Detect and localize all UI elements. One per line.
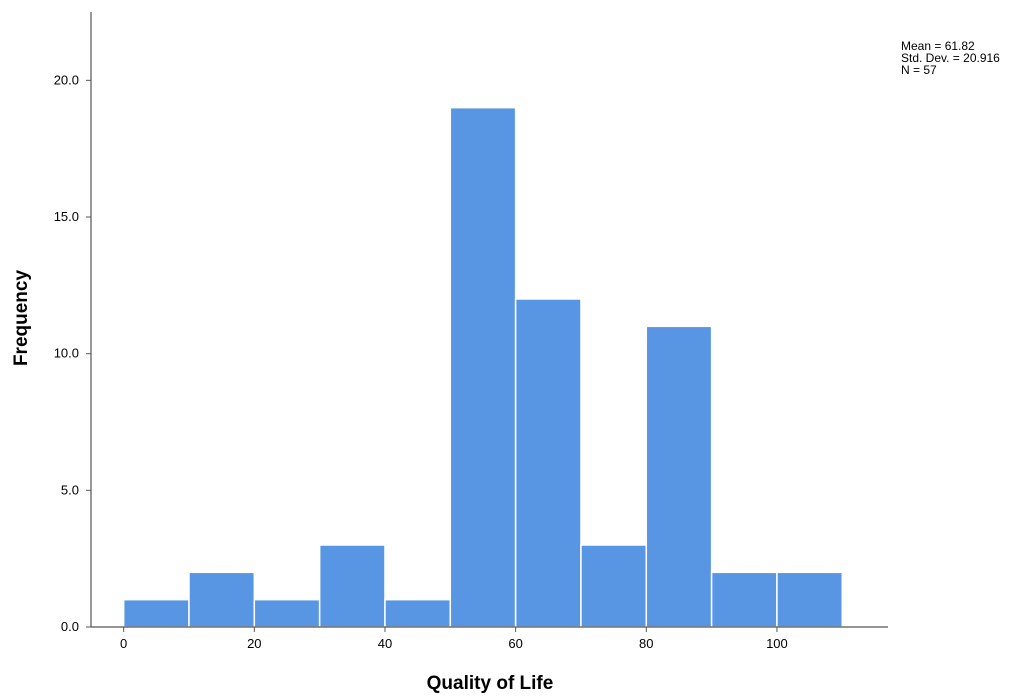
y-ticks-group: 0.0 5.0 10.0 15.0 20.0 [54, 72, 91, 634]
x-ticks-group: 0 20 40 60 80 100 [120, 627, 788, 651]
bars-group [122, 106, 844, 628]
y-tick-label: 20.0 [54, 72, 79, 87]
histogram-bar-3 [318, 544, 386, 628]
stats-mean: Mean = 61.82 [901, 39, 975, 53]
histogram-bar-4 [384, 598, 452, 628]
x-tick-label: 20 [247, 636, 261, 651]
histogram-bar-6 [514, 298, 582, 628]
stats-box: Mean = 61.82 Std. Dev. = 20.916 N = 57 [901, 39, 1000, 77]
y-axis-title: Frequency [11, 270, 32, 367]
x-axis-title: Quality of Life [427, 673, 554, 694]
histogram-bar-0 [122, 598, 190, 628]
stats-n: N = 57 [901, 63, 937, 77]
x-tick-label: 100 [766, 636, 788, 651]
y-tick-label: 0.0 [61, 619, 79, 634]
histogram-bar-9 [710, 571, 778, 628]
histogram-bar-10 [776, 571, 844, 628]
x-tick-label: 40 [378, 636, 392, 651]
y-tick-label: 5.0 [61, 482, 79, 497]
x-tick-label: 0 [120, 636, 127, 651]
y-tick-label: 10.0 [54, 346, 79, 361]
histogram-bar-7 [580, 544, 648, 628]
histogram-bar-5 [449, 106, 517, 628]
histogram-bar-8 [645, 325, 713, 628]
histogram-bar-1 [188, 571, 256, 628]
x-tick-label: 80 [639, 636, 653, 651]
x-tick-label: 60 [508, 636, 522, 651]
y-tick-label: 15.0 [54, 209, 79, 224]
histogram-bar-2 [253, 598, 321, 628]
stats-std-dev: Std. Dev. = 20.916 [901, 51, 1000, 65]
